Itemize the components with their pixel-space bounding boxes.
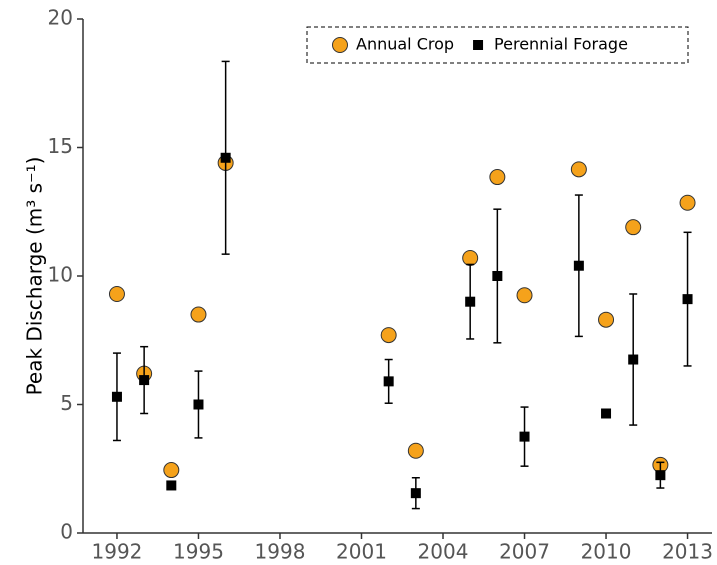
point (108, 285, 125, 302)
x-tick-label: 1995 (173, 540, 224, 564)
point (380, 327, 397, 344)
point (682, 294, 693, 305)
point (407, 442, 424, 459)
point (655, 470, 666, 481)
y-tick-label: 15 (48, 134, 73, 158)
y-tick-label: 0 (60, 520, 73, 544)
point (166, 480, 177, 491)
y-tick-label: 5 (60, 391, 73, 415)
point (625, 219, 642, 236)
legend-marker (332, 37, 348, 53)
point (383, 376, 394, 387)
y-tick-label: 10 (48, 263, 73, 287)
legend-marker (473, 40, 484, 50)
point (570, 161, 587, 178)
legend-label: Perennial Forage (494, 35, 628, 54)
point (465, 296, 476, 307)
x-tick-label: 2013 (662, 540, 713, 564)
point (163, 462, 180, 479)
x-tick-label: 2001 (336, 540, 387, 564)
y-tick-label: 20 (48, 6, 73, 30)
point (190, 306, 207, 323)
point (601, 408, 612, 419)
point (462, 250, 479, 267)
x-tick-label: 2007 (499, 540, 550, 564)
point (111, 391, 122, 402)
x-tick-label: 1992 (92, 540, 143, 564)
point (516, 287, 533, 304)
point (573, 260, 584, 271)
legend-box (306, 26, 689, 64)
point (492, 271, 503, 281)
y-axis-label: Peak Discharge (m³ s⁻¹) (23, 157, 47, 396)
point (489, 169, 506, 186)
point (519, 431, 530, 442)
x-tick-label: 1998 (255, 540, 306, 564)
legend-label: Annual Crop (356, 35, 454, 54)
point (628, 354, 639, 365)
point (598, 311, 615, 328)
point (410, 488, 421, 499)
x-tick-label: 2010 (581, 540, 632, 564)
point (193, 399, 204, 410)
x-tick-label: 2004 (418, 540, 469, 564)
point (139, 375, 150, 386)
point (220, 152, 231, 163)
point (679, 194, 696, 211)
